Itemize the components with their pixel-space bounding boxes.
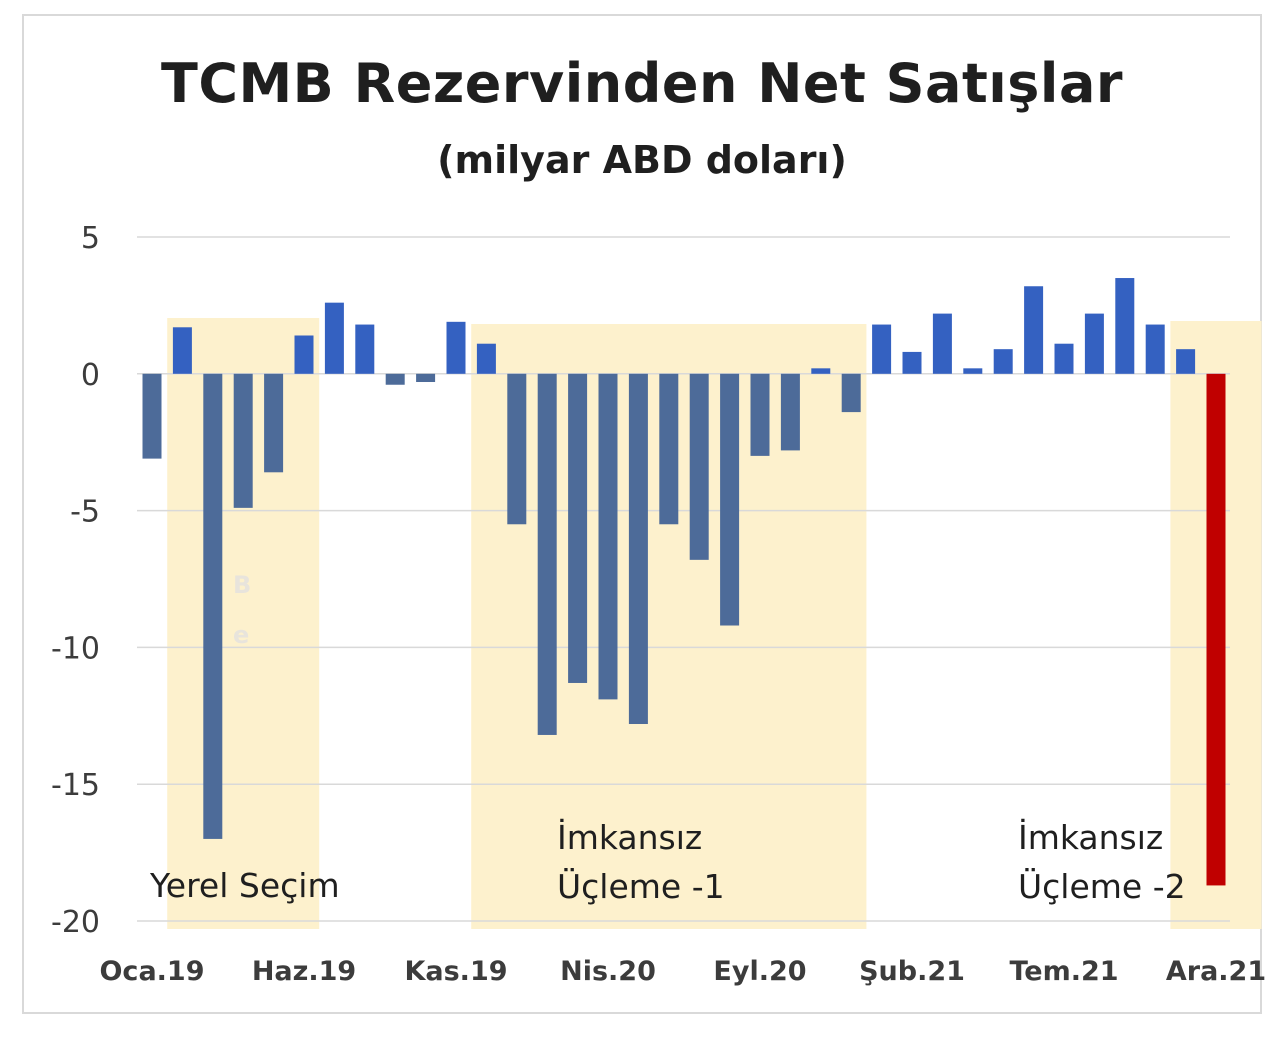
bar-Ağu.21 [1084, 313, 1104, 374]
bar-Mar.19 [203, 373, 223, 839]
annotation-label: Yerel Seçim [149, 866, 340, 905]
bar-Haz.21 [1024, 286, 1044, 374]
chart-subtitle: (milyar ABD doları) [437, 138, 847, 182]
bar-Tem.21 [1054, 343, 1074, 374]
x-tick-label: Oca.19 [99, 956, 204, 987]
bar-May.21 [993, 349, 1013, 374]
bar-Oca.20 [507, 373, 527, 525]
x-tick-label: Kas.19 [404, 956, 507, 987]
bars [142, 278, 1226, 886]
x-axis-ticks: Oca.19 Haz.19 Kas.19 Nis.20 Eyl.20 Şub.21 Tem.… [99, 956, 1266, 987]
x-tick-label: Nis.20 [560, 956, 656, 987]
bar-May.20 [628, 373, 648, 725]
bar-May.19 [264, 373, 284, 473]
y-axis-ticks: 5 0 -5 -10 -15 -20 [51, 221, 100, 940]
annotation-label: Üçleme -2 [1018, 866, 1186, 906]
y-tick-label: -20 [51, 905, 100, 940]
bar-Eyl.21 [1115, 278, 1135, 374]
annotation-fragment: e [233, 621, 249, 649]
y-tick-label: -5 [70, 495, 100, 530]
bar-Eki.21 [1145, 324, 1165, 374]
bar-Haz.20 [659, 373, 679, 525]
bar-Kas.21 [1176, 349, 1196, 374]
annotation-fragment: B [233, 571, 251, 599]
bar-Eyl.19 [385, 373, 405, 385]
annotation-label: İmkansız [557, 818, 702, 857]
x-tick-label: Haz.19 [252, 956, 356, 987]
bar-Şub.20 [537, 373, 557, 735]
annotation-label: İmkansız [1018, 818, 1163, 857]
x-tick-label: Şub.21 [859, 956, 965, 987]
bar-Ağu.19 [355, 324, 375, 374]
x-tick-label: Eyl.20 [713, 956, 806, 987]
bar-Kas.19 [446, 321, 466, 374]
chart-title: TCMB Rezervinden Net Satışlar [160, 52, 1124, 115]
bar-Ağu.20 [720, 373, 740, 626]
bar-Oca.21 [872, 324, 892, 374]
bar-Kas.20 [811, 368, 831, 374]
bar-Nis.21 [963, 368, 983, 374]
y-tick-label: 5 [81, 221, 100, 256]
bar-Mar.20 [568, 373, 588, 683]
bar-Tem.20 [689, 373, 709, 560]
bar-Şub.21 [902, 351, 922, 374]
bar-Oca.19 [142, 373, 162, 459]
y-tick-label: 0 [81, 358, 100, 393]
x-tick-label: Ara.21 [1166, 956, 1266, 987]
bar-Ara.19 [476, 343, 496, 374]
y-tick-label: -15 [51, 768, 100, 803]
bar-Şub.19 [172, 327, 192, 374]
bar-Haz.19 [294, 335, 314, 374]
bar-Nis.19 [233, 373, 253, 508]
bar-Ara.21 [1206, 373, 1226, 886]
y-tick-label: -10 [51, 631, 100, 666]
bar-Ara.20 [841, 373, 861, 413]
bar-Eki.20 [780, 373, 800, 451]
bar-Nis.20 [598, 373, 618, 700]
x-tick-label: Tem.21 [1009, 956, 1118, 987]
bar-Mar.21 [932, 313, 952, 374]
bar-Eki.19 [416, 373, 436, 383]
annotations: Yerel Seçim İmkansız Üçleme -1 İmkansız Üçle… [149, 571, 1186, 906]
annotation-label: Üçleme -1 [557, 866, 725, 906]
gridlines [137, 236, 1230, 922]
bar-Eyl.20 [750, 373, 770, 456]
bar-Tem.19 [324, 302, 344, 374]
